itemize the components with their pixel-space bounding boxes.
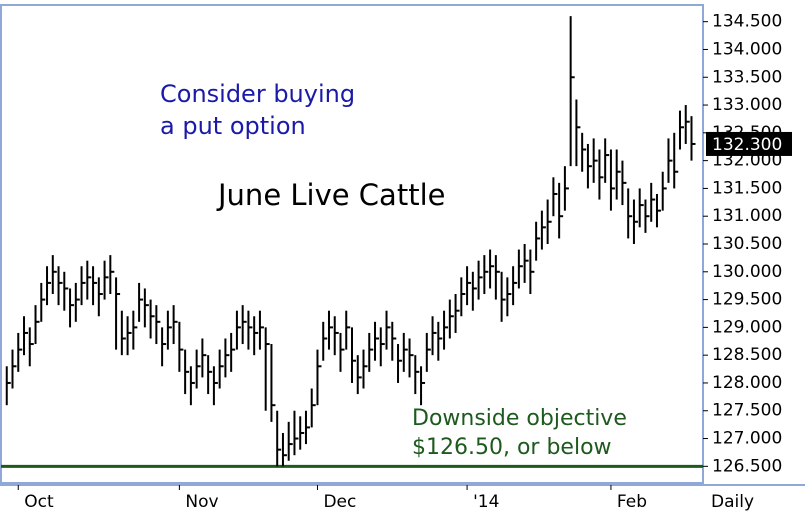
annotation: a put option	[160, 112, 306, 140]
y-tick-label: 127.500	[712, 401, 782, 421]
y-tick-label: 126.500	[712, 456, 782, 476]
y-tick-label: 133.000	[712, 95, 782, 115]
annotation: $126.50, or below	[412, 435, 612, 460]
annotation: Consider buying	[160, 80, 355, 108]
x-tick-label: Feb	[617, 492, 647, 512]
x-tick-label: Nov	[185, 492, 218, 512]
y-tick-label: 134.500	[712, 12, 782, 32]
y-tick-label: 129.500	[712, 290, 782, 310]
y-tick-label: 131.500	[712, 178, 782, 198]
x-tick-label: Oct	[24, 492, 54, 512]
y-tick-label: 134.000	[712, 39, 782, 59]
y-tick-label: 133.500	[712, 67, 782, 87]
y-tick-label: 130.500	[712, 234, 782, 254]
annotation: Downside objective	[412, 406, 627, 431]
y-tick-label: 128.000	[712, 373, 782, 393]
y-tick-label: 130.000	[712, 262, 782, 282]
y-tick-label: 127.000	[712, 429, 782, 449]
last-price-label: 132.300	[712, 135, 782, 155]
period-label: Daily	[711, 492, 754, 512]
chart-title: June Live Cattle	[216, 178, 445, 212]
y-tick-label: 131.000	[712, 206, 782, 226]
x-tick-label: '14	[473, 492, 499, 512]
x-tick-label: Dec	[323, 492, 356, 512]
y-tick-label: 128.500	[712, 345, 782, 365]
y-tick-label: 129.000	[712, 317, 782, 337]
last-price-box	[706, 131, 792, 156]
